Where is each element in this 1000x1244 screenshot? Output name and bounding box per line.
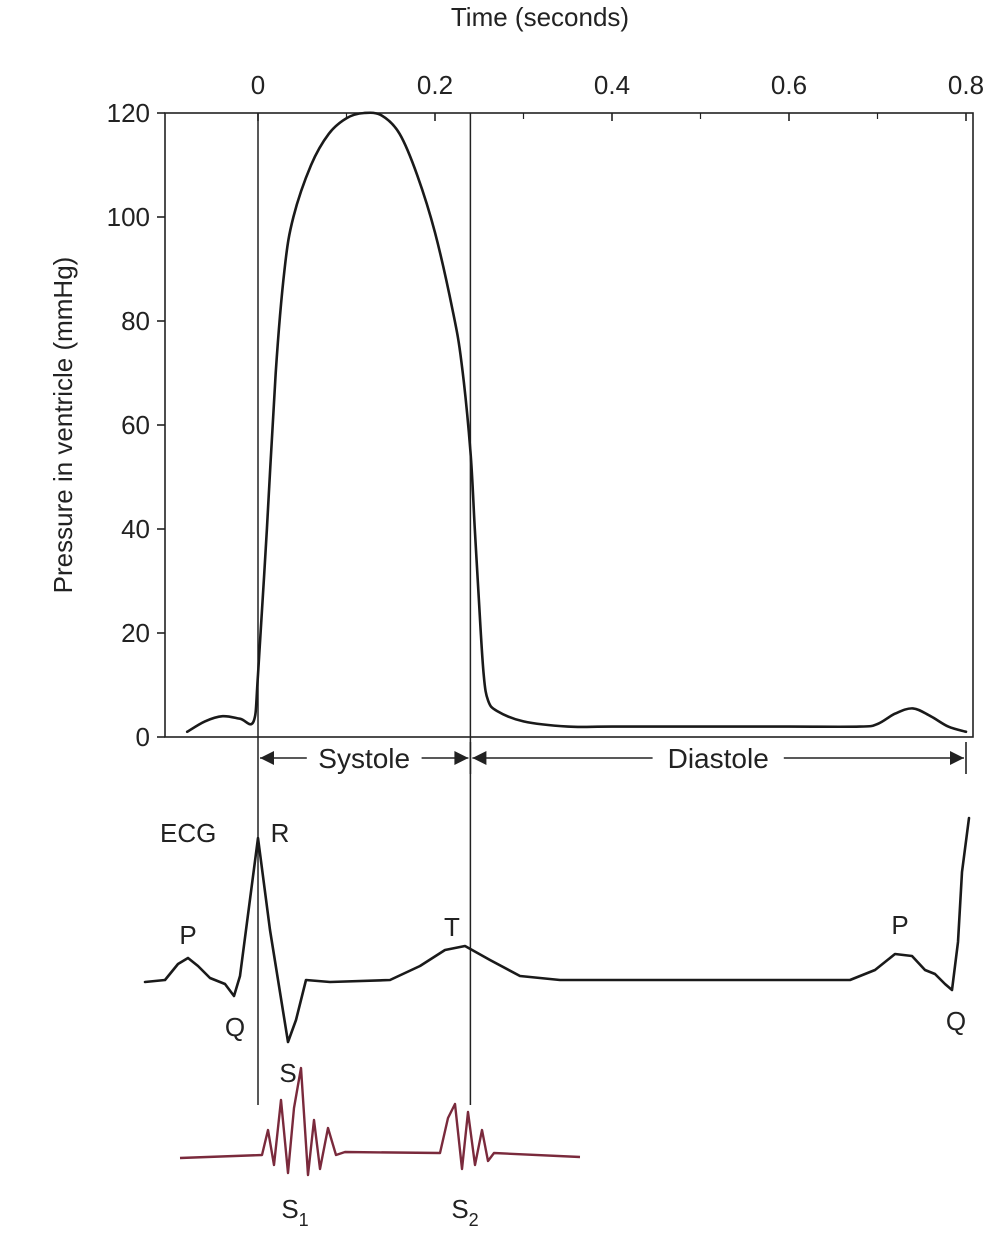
phase-arrow-head	[472, 751, 487, 765]
x-axis-title: Time (seconds)	[451, 2, 629, 32]
heart-sound-label-s2: S2	[451, 1194, 478, 1230]
x-tick-label: 0.4	[594, 70, 630, 100]
plot-frame	[164, 112, 974, 738]
pressure-series	[185, 111, 968, 734]
ecg-wave-label-t: T	[444, 912, 460, 942]
y-tick-label: 80	[121, 306, 150, 336]
y-tick-label: 0	[136, 722, 150, 752]
ecg-wave-label-s: S	[279, 1058, 296, 1088]
phase-arrow-head	[950, 751, 964, 765]
heart-sounds-group: S1 S2	[179, 1066, 581, 1230]
phase-label-systole: Systole	[318, 743, 410, 774]
y-tick-label: 120	[107, 98, 150, 128]
ecg-wave-label-q: Q	[946, 1006, 966, 1036]
x-axis: 0 0.2 0.4 0.6 0.8	[251, 70, 984, 121]
ecg-wave-label-p: P	[179, 920, 196, 950]
y-tick-label: 100	[107, 202, 150, 232]
phase-arrow-head	[454, 751, 469, 765]
ecg-wave-label-p: P	[891, 910, 908, 940]
ecg-trace-group: ECG P Q R S T P Q	[143, 816, 971, 1088]
pressure-line	[185, 111, 968, 734]
ecg-wave-label-r: R	[271, 818, 290, 848]
vertical-markers	[257, 113, 472, 1105]
y-tick-label: 60	[121, 410, 150, 440]
x-tick-label: 0	[251, 70, 265, 100]
x-tick-label: 0.6	[771, 70, 807, 100]
ecg-label: ECG	[160, 818, 216, 848]
y-tick-label: 40	[121, 514, 150, 544]
heart-sound-trace	[179, 1066, 581, 1177]
phase-annotations: Systole Diastole	[260, 742, 967, 774]
ecg-trace	[143, 816, 971, 1044]
phase-arrow-head	[260, 751, 274, 765]
y-tick-label: 20	[121, 618, 150, 648]
x-tick-label: 0.2	[417, 70, 453, 100]
y-axis-title: Pressure in ventricle (mmHg)	[48, 257, 78, 594]
x-tick-label: 0.8	[948, 70, 984, 100]
ecg-wave-label-q: Q	[225, 1012, 245, 1042]
phase-label-diastole: Diastole	[668, 743, 769, 774]
y-axis: 0 20 40 60 80 100 120	[107, 98, 165, 752]
heart-sound-label-s1: S1	[281, 1194, 308, 1230]
